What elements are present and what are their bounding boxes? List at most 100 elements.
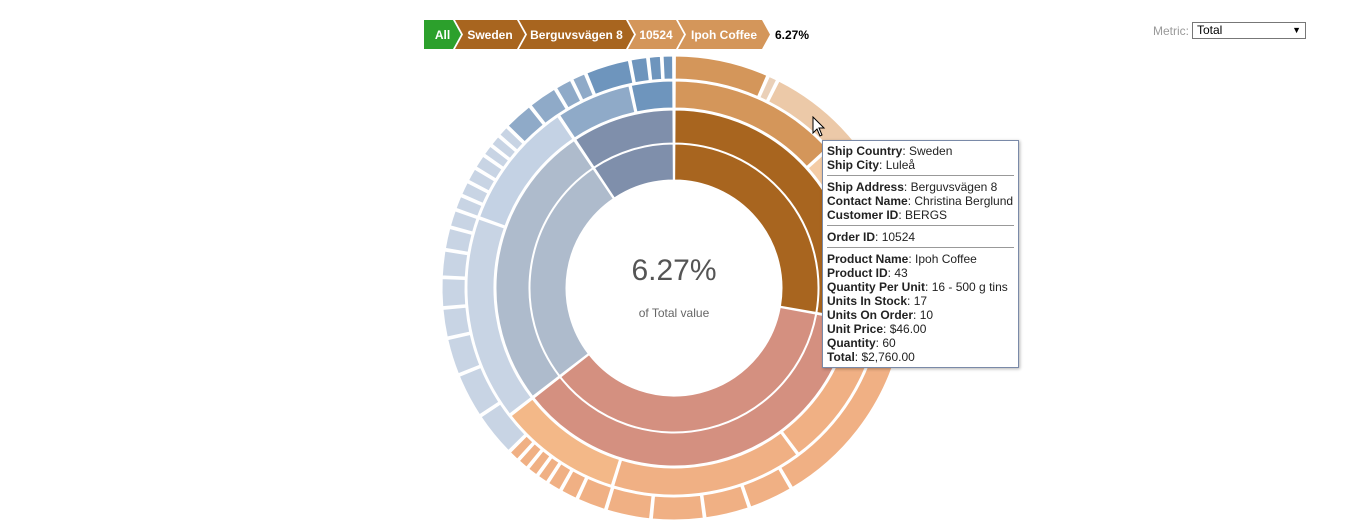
tooltip-colon: : xyxy=(925,280,932,294)
tooltip-colon: : xyxy=(902,144,909,158)
sunburst-segment[interactable] xyxy=(461,182,489,205)
sunburst-segment[interactable] xyxy=(613,432,798,496)
metric-selected-value: Total xyxy=(1197,23,1223,37)
sunburst-segment[interactable] xyxy=(499,126,524,151)
sunburst-segment[interactable] xyxy=(441,250,469,278)
tooltip-value: Luleå xyxy=(885,158,916,172)
breadcrumb-item[interactable]: Berguvsvägen 8 xyxy=(519,20,634,49)
metric-select[interactable]: Total ▼ xyxy=(1192,22,1306,39)
tooltip-value: Sweden xyxy=(909,144,953,158)
tooltip-row: Contact Name: Christina Berglund xyxy=(827,194,1014,208)
tooltip-row: Customer ID: BERGS xyxy=(827,208,1014,222)
tooltip-key: Total xyxy=(827,350,855,364)
sunburst-segment[interactable] xyxy=(780,346,898,489)
sunburst-segment[interactable] xyxy=(507,106,545,143)
tooltip-colon: : xyxy=(913,308,920,322)
sunburst-segment[interactable] xyxy=(630,80,674,113)
tooltip-colon: : xyxy=(898,208,906,222)
breadcrumb-item-shape[interactable] xyxy=(628,20,684,49)
sunburst-segment[interactable] xyxy=(447,333,481,375)
metric-control: Metric: Total ▼ xyxy=(1153,22,1306,39)
sunburst-segment[interactable] xyxy=(547,463,572,491)
sunburst-segment[interactable] xyxy=(702,485,749,519)
breadcrumb-item[interactable]: Sweden xyxy=(455,20,525,49)
sunburst-segment[interactable] xyxy=(528,450,551,476)
breadcrumb-item[interactable]: All xyxy=(424,20,461,49)
sunburst-segment[interactable] xyxy=(674,55,768,98)
tooltip-colon: : xyxy=(875,230,882,244)
sunburst-segment[interactable] xyxy=(533,313,850,467)
sunburst-segment[interactable] xyxy=(475,155,503,180)
breadcrumb-item[interactable]: Ipoh Coffee xyxy=(678,20,770,49)
tooltip-separator xyxy=(827,247,1014,248)
sunburst-segment[interactable] xyxy=(530,88,567,125)
sunburst-segment[interactable] xyxy=(480,403,526,452)
sunburst-segment[interactable] xyxy=(466,218,532,415)
breadcrumb-item-shape[interactable] xyxy=(455,20,525,49)
sunburst-segment[interactable] xyxy=(442,306,471,338)
tooltip-key: Order ID xyxy=(827,230,876,244)
sunburst-segment[interactable] xyxy=(593,143,674,199)
tooltip-separator xyxy=(827,175,1014,176)
tooltip-key: Quantity xyxy=(827,336,876,350)
breadcrumb: All Sweden Berguvsvägen 8 10524 Ipoh Coffee 6… xyxy=(424,20,824,49)
center-percentage: 6.27% xyxy=(631,254,717,287)
breadcrumb-item-label: Berguvsvägen 8 xyxy=(530,28,623,42)
sunburst-segment[interactable] xyxy=(662,55,674,80)
breadcrumb-item-label: 10524 xyxy=(639,28,673,42)
sunburst-segment[interactable] xyxy=(572,73,594,101)
tooltip-key: Product Name xyxy=(827,252,909,266)
breadcrumb-item[interactable]: 10524 xyxy=(628,20,684,49)
sunburst-segment[interactable] xyxy=(555,79,582,109)
sunburst-segment[interactable] xyxy=(444,227,473,253)
tooltip-key: Ship City xyxy=(827,158,880,172)
sunburst-segment[interactable] xyxy=(759,75,778,102)
sunburst-segment[interactable] xyxy=(529,168,615,377)
sunburst-segment[interactable] xyxy=(742,468,791,508)
breadcrumb-item-shape[interactable] xyxy=(678,20,770,49)
sunburst-segment[interactable] xyxy=(630,57,650,84)
sunburst-segment[interactable] xyxy=(561,470,587,499)
sunburst-segment[interactable] xyxy=(560,306,817,433)
sunburst-segment[interactable] xyxy=(674,143,819,313)
tooltip-value: $2,760.00 xyxy=(861,350,915,364)
tooltip-row: Unit Price: $46.00 xyxy=(827,322,1014,336)
sunburst-segment[interactable] xyxy=(483,145,510,168)
breadcrumb-item-label: Ipoh Coffee xyxy=(691,28,757,42)
breadcrumb-item-shape[interactable] xyxy=(519,20,634,49)
sunburst-segment[interactable] xyxy=(509,435,534,460)
sunburst-segment[interactable] xyxy=(559,85,636,139)
sunburst-segment[interactable] xyxy=(479,116,574,227)
sunburst-segment[interactable] xyxy=(651,494,704,520)
breadcrumb-trail: All Sweden Berguvsvägen 8 10524 Ipoh Coffee 6… xyxy=(424,20,809,49)
center-caption: of Total value xyxy=(638,306,710,320)
tooltip-key: Ship Country xyxy=(827,144,903,158)
tooltip-key: Units In Stock xyxy=(827,294,908,308)
sunburst-segment[interactable] xyxy=(458,366,500,416)
sunburst-segment[interactable] xyxy=(606,487,653,520)
sunburst-segment[interactable] xyxy=(586,59,634,95)
sunburst-segment[interactable] xyxy=(674,80,828,168)
sunburst-segment[interactable] xyxy=(491,136,517,160)
sunburst-segment[interactable] xyxy=(577,477,613,510)
sunburst-segment[interactable] xyxy=(648,55,663,81)
sunburst-segment[interactable] xyxy=(510,398,621,486)
sunburst-segment[interactable] xyxy=(449,210,478,233)
tooltip-row: Quantity: 60 xyxy=(827,336,1014,350)
sunburst-segment[interactable] xyxy=(495,140,594,397)
tooltip-row: Ship City: Luleå xyxy=(827,158,1014,172)
sunburst-segment[interactable] xyxy=(455,195,483,217)
sunburst-segment[interactable] xyxy=(467,168,496,192)
tooltip-key: Quantity Per Unit xyxy=(827,280,926,294)
tooltip-colon: : xyxy=(875,336,883,350)
breadcrumb-item-shape[interactable] xyxy=(424,20,461,49)
sunburst-segment[interactable] xyxy=(575,109,674,168)
tooltip-key: Product ID xyxy=(827,266,888,280)
tooltip-value: Ipoh Coffee xyxy=(915,252,977,266)
tooltip-colon: : xyxy=(908,252,916,266)
tooltip: Ship Country: Sweden Ship City: Luleå Ship… xyxy=(822,140,1019,368)
sunburst-segment[interactable] xyxy=(537,456,560,483)
sunburst-segment[interactable] xyxy=(518,443,542,468)
tooltip-separator xyxy=(827,225,1014,226)
sunburst-segment[interactable] xyxy=(441,278,467,308)
